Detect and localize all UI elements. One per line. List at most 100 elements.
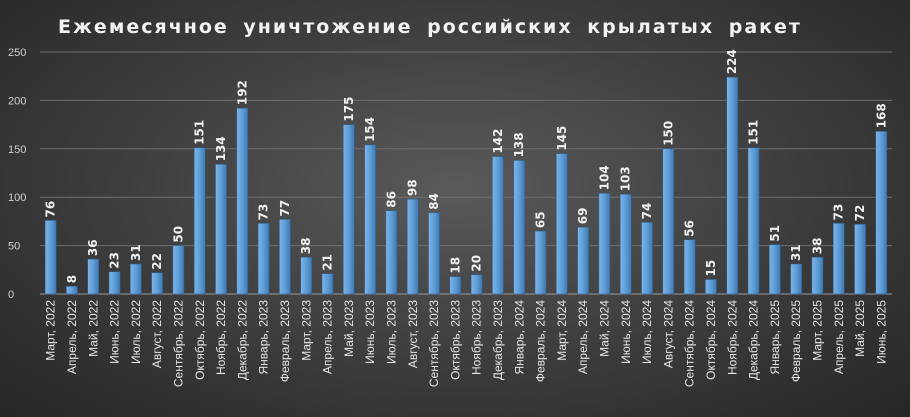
data-label: 192 <box>235 80 249 105</box>
bar <box>151 272 163 295</box>
data-label: 31 <box>789 244 803 261</box>
bar <box>619 194 632 295</box>
y-tick-label: 250 <box>8 47 26 59</box>
x-tick-label: Ноябрь, 2022 <box>214 300 228 375</box>
data-label: 154 <box>363 117 377 142</box>
data-label: 134 <box>214 136 228 161</box>
bar <box>534 230 547 295</box>
bar <box>598 193 611 295</box>
x-tick-label: Февраль, 2024 <box>534 300 548 382</box>
bar <box>343 124 355 295</box>
data-label: 98 <box>406 179 420 196</box>
bar <box>811 256 824 295</box>
bar <box>769 244 781 295</box>
x-tick-label: Сентябрь, 2022 <box>171 300 185 387</box>
x-tick-label: Март, 2023 <box>299 300 313 361</box>
data-label: 84 <box>427 193 441 210</box>
x-tick-label: Январь, 2025 <box>768 300 782 375</box>
x-tick-label: Июнь, 2022 <box>108 300 122 364</box>
data-label: 56 <box>683 220 697 237</box>
bar <box>449 276 462 295</box>
bar <box>385 210 398 295</box>
x-tick-label: Октябрь, 2023 <box>448 300 462 380</box>
data-label: 150 <box>661 121 675 146</box>
bar <box>172 245 185 295</box>
data-label: 145 <box>555 126 569 151</box>
bar <box>108 271 121 295</box>
x-tick-label: Ноябрь, 2024 <box>725 300 739 375</box>
data-label: 138 <box>512 132 526 157</box>
x-tick-label: Апрель, 2022 <box>65 300 79 374</box>
chart-title: Ежемесячное уничтожение российских крыла… <box>58 16 802 38</box>
x-tick-label: Май, 2024 <box>597 300 611 357</box>
data-label: 8 <box>65 275 79 283</box>
data-label: 224 <box>725 49 739 74</box>
bar <box>428 212 440 295</box>
bar <box>364 144 376 295</box>
bar <box>492 156 504 295</box>
bar <box>875 131 888 295</box>
x-tick-label: Февраль, 2023 <box>278 300 292 382</box>
data-label: 15 <box>704 260 718 277</box>
data-label: 77 <box>278 200 292 217</box>
x-tick-label: Май, 2023 <box>342 300 356 357</box>
bar <box>832 223 845 295</box>
bar <box>257 223 270 295</box>
data-label: 103 <box>619 166 633 191</box>
y-tick-label: 50 <box>8 241 20 253</box>
x-tick-label: Декабрь, 2023 <box>491 300 505 380</box>
x-tick-label: Ноябрь, 2023 <box>470 300 484 375</box>
bar <box>641 222 653 295</box>
bar <box>726 76 739 295</box>
bar <box>556 153 568 295</box>
x-tick-label: Июль, 2024 <box>640 300 654 364</box>
x-tick-label: Сентябрь, 2024 <box>683 300 697 387</box>
data-label: 168 <box>874 103 888 128</box>
data-label: 51 <box>768 225 782 242</box>
x-tick-label: Август, 2022 <box>150 300 164 368</box>
x-tick-label: Июнь, 2024 <box>619 300 633 364</box>
x-tick-label: Август, 2023 <box>406 300 420 368</box>
data-label: 65 <box>534 211 548 228</box>
data-label: 73 <box>832 204 846 221</box>
bar <box>747 147 760 295</box>
bar <box>577 226 589 295</box>
x-tick-label: Март, 2025 <box>810 300 824 361</box>
data-label: 20 <box>470 255 484 272</box>
bar <box>470 274 483 295</box>
x-tick-label: Август, 2024 <box>661 300 675 368</box>
x-tick-label: Март, 2024 <box>555 300 569 361</box>
bar <box>193 147 206 295</box>
bar <box>705 279 717 295</box>
data-label: 38 <box>299 238 313 255</box>
bar <box>44 220 57 295</box>
data-label: 72 <box>853 205 867 222</box>
x-tick-label: Июль, 2022 <box>129 300 143 364</box>
data-label: 69 <box>576 208 590 225</box>
data-label: 86 <box>384 191 398 208</box>
x-tick-label: Октябрь, 2022 <box>193 300 207 380</box>
data-label: 36 <box>86 239 100 256</box>
data-label: 76 <box>44 201 58 218</box>
bar <box>854 224 866 295</box>
bar <box>406 198 419 295</box>
data-label: 175 <box>342 97 356 122</box>
x-tick-label: Февраль, 2025 <box>789 300 803 382</box>
data-label: 151 <box>193 120 207 145</box>
bar <box>236 107 249 295</box>
bar <box>790 263 802 295</box>
bar <box>321 273 334 295</box>
data-label: 142 <box>491 128 505 153</box>
bar <box>279 219 291 295</box>
x-tick-label: Декабрь, 2022 <box>235 300 249 380</box>
y-tick-label: 0 <box>8 289 14 301</box>
bar <box>300 256 313 295</box>
y-tick-label: 100 <box>8 192 26 204</box>
bar <box>662 148 675 295</box>
x-tick-label: Апрель, 2023 <box>321 300 335 374</box>
x-tick-label: Январь, 2024 <box>512 300 526 375</box>
bar <box>66 286 78 295</box>
x-tick-label: Июнь, 2023 <box>363 300 377 364</box>
x-tick-label: Апрель, 2024 <box>576 300 590 374</box>
data-label: 50 <box>171 226 185 243</box>
